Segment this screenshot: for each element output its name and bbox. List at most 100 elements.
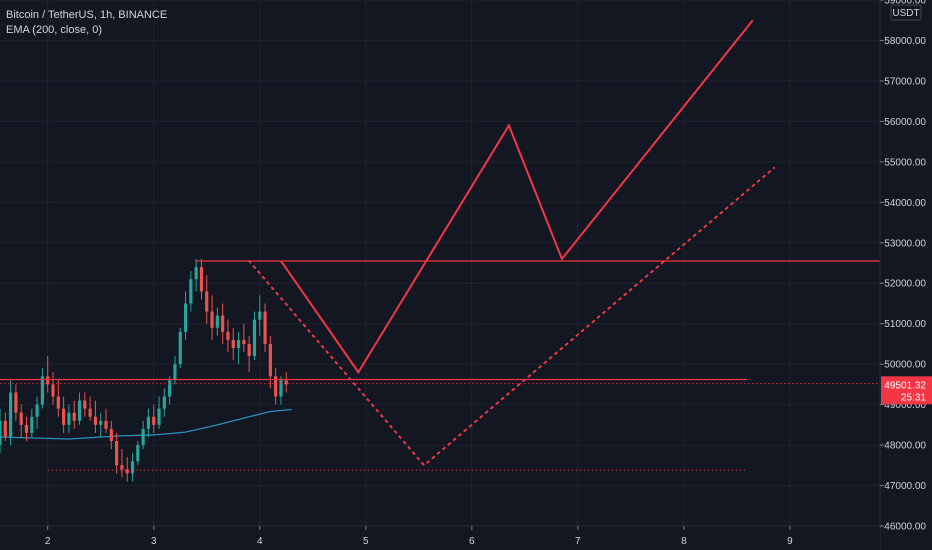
- price-axis[interactable]: 46000.00 47000.00 48000.00 49000.00 50000.00…: [879, 0, 932, 550]
- candle: [88, 396, 92, 421]
- candle-body: [247, 343, 251, 357]
- candle-body: [242, 339, 246, 344]
- candle-body: [205, 291, 209, 312]
- candle-body: [226, 331, 230, 340]
- candle-body: [279, 380, 283, 397]
- candle: [236, 331, 241, 365]
- candle-body: [35, 404, 39, 417]
- candle: [62, 396, 66, 433]
- candle-body: [46, 376, 50, 385]
- candle: [215, 307, 219, 336]
- chart-legend: Bitcoin / TetherUS, 1h, BINANCE EMA (200…: [6, 8, 167, 38]
- price-tick-label: 56000.00: [884, 117, 926, 128]
- candle-body: [215, 315, 219, 328]
- candle-body: [284, 380, 288, 385]
- candle: [141, 420, 145, 450]
- price-tick-label: 52000.00: [884, 279, 926, 290]
- time-tick-label: 8: [681, 536, 687, 547]
- candle: [136, 441, 140, 466]
- candle: [67, 404, 71, 433]
- candle: [247, 335, 251, 373]
- projection-drawings[interactable]: [248, 19, 775, 467]
- candle-body: [30, 416, 34, 433]
- time-axis-background: [0, 526, 880, 550]
- candle-body: [24, 424, 29, 433]
- candle: [226, 319, 230, 353]
- candle-body: [88, 408, 92, 417]
- candle-body: [178, 331, 182, 365]
- candle: [274, 368, 278, 405]
- candle-body: [77, 400, 82, 421]
- candle: [72, 400, 76, 429]
- projection-path-dotted[interactable]: [248, 166, 775, 467]
- horizontal-lines[interactable]: [0, 260, 880, 471]
- candle: [24, 416, 29, 442]
- candle: [162, 388, 166, 417]
- candle: [99, 412, 103, 437]
- candle: [279, 376, 283, 405]
- time-axis[interactable]: 2 3 4 5 6 7 8 9: [0, 525, 880, 550]
- candle: [252, 311, 257, 361]
- candle-body: [183, 303, 188, 332]
- currency-label[interactable]: USDT: [890, 4, 922, 21]
- candle-body: [173, 364, 177, 381]
- candle: [146, 408, 151, 437]
- candle: [130, 453, 135, 482]
- bar-countdown: 25:31: [901, 392, 926, 403]
- candle: [221, 303, 225, 344]
- candle-body: [199, 267, 204, 292]
- candle: [14, 384, 18, 421]
- current-price-value: 49501.32: [884, 380, 926, 391]
- candle-body: [162, 396, 166, 409]
- candle-body: [210, 311, 214, 328]
- candle: [152, 404, 156, 433]
- candle: [199, 258, 204, 300]
- indicator-label[interactable]: EMA (200, close, 0): [6, 24, 102, 36]
- candle: [40, 368, 44, 409]
- candle: [35, 396, 39, 429]
- ema-line: [0, 408, 292, 440]
- candle-body: [152, 416, 156, 425]
- candle: [194, 258, 198, 292]
- candle-body: [263, 311, 267, 344]
- price-tick-label: 49000.00: [884, 400, 926, 411]
- currency-label-box: [890, 4, 922, 21]
- symbol-title[interactable]: Bitcoin / TetherUS, 1h, BINANCE: [6, 9, 168, 21]
- time-tick-label: 6: [469, 536, 475, 547]
- candle: [263, 303, 267, 353]
- candles: [0, 258, 288, 482]
- candle: [189, 271, 193, 312]
- candle: [104, 408, 108, 433]
- candle-body: [0, 420, 2, 446]
- candle-body: [72, 412, 76, 421]
- candle: [120, 449, 124, 478]
- price-tick-label: 47000.00: [884, 481, 926, 492]
- candle-body: [168, 380, 172, 397]
- candle-body: [252, 319, 257, 357]
- candle: [242, 323, 246, 353]
- candle-body: [115, 441, 119, 466]
- time-tick-label: 7: [575, 536, 581, 547]
- candle-body: [236, 339, 241, 348]
- candle: [115, 432, 119, 474]
- candle-body: [19, 412, 23, 425]
- candle-body: [189, 279, 193, 304]
- candle-body: [3, 420, 7, 437]
- candle-body: [109, 428, 113, 442]
- candle: [0, 408, 2, 454]
- projection-path-solid[interactable]: [280, 19, 754, 375]
- candle: [19, 404, 23, 437]
- price-tick-label: 57000.00: [884, 76, 926, 87]
- candle-body: [51, 384, 55, 397]
- price-tick-label: 50000.00: [884, 360, 926, 371]
- candle-body: [141, 428, 145, 446]
- candle: [205, 275, 209, 324]
- candle-body: [231, 339, 235, 348]
- candle-body: [67, 412, 71, 425]
- candle: [109, 420, 113, 450]
- time-tick-label: 2: [45, 536, 51, 547]
- candle: [125, 457, 129, 482]
- price-tick-label: 51000.00: [884, 319, 926, 330]
- candle: [178, 327, 182, 369]
